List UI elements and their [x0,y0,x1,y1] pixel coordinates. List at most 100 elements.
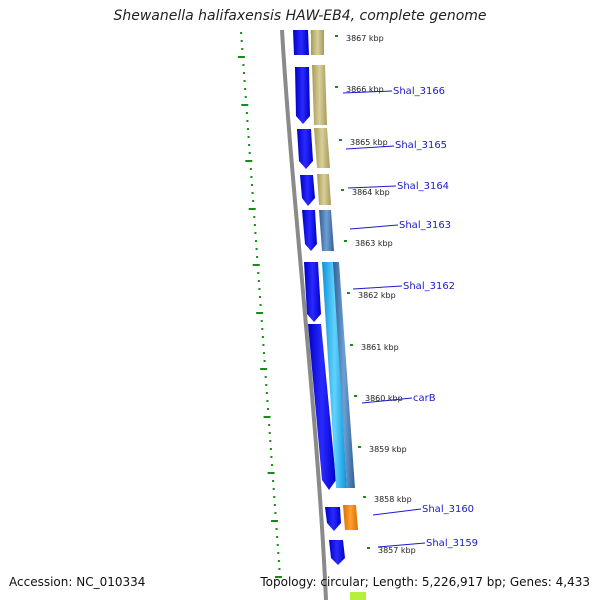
cds-arrow [293,30,309,55]
tick-mark [354,395,357,397]
tick-label: 3859 kbp [369,445,407,454]
gc-skew-dash [252,264,260,266]
tick-mark [363,496,366,498]
gc-skew-dash [245,112,248,114]
gc-skew-dash [269,440,272,442]
gene-leader-line [377,542,426,548]
gc-skew-dash [271,520,278,522]
kbp-ticks: 3867 kbp 3866 kbp 3865 kbp 3864 kbp 3863 kbp… [335,34,416,555]
tick-mark [335,86,338,88]
gc-skew-dash [251,184,253,186]
tick-label: 3863 kbp [355,239,393,248]
gene-leader-line [347,185,397,189]
gene-label[interactable]: carB [413,393,436,404]
gc-skew-dash [247,128,249,130]
cog-block-steelblue [333,262,355,488]
cog-block-tan [314,128,330,168]
gc-skew-dash [271,464,273,466]
gc-skew-dash [261,336,264,338]
gc-skew-dash [272,480,275,482]
cds-arrow [329,540,345,565]
gc-skew-dash [253,216,256,218]
tick-label: 3867 kbp [346,34,384,43]
gc-skew-track [237,32,282,578]
gene-labels: Shal_3166 Shal_3165 Shal_3164 Shal_3163 Shal… [342,86,478,549]
gc-skew-dash [272,488,275,490]
gc-skew-dash [270,456,273,458]
gene-leader-line [345,145,395,150]
cog-block-tan [311,30,324,55]
gene-label[interactable]: Shal_3160 [422,504,474,515]
tick-label: 3860 kbp [365,394,403,403]
gc-skew-dash [248,152,251,154]
gc-skew-dash [275,576,282,578]
tick-mark [358,446,361,448]
cds-arrow [295,67,310,124]
cog-block-tan [317,174,331,205]
cds-arrow [300,175,315,206]
gc-skew-dash [252,200,255,202]
tick-mark [344,240,347,242]
gc-skew-dash [241,104,249,106]
gene-leader-line [372,508,422,516]
gc-skew-dash [244,88,247,90]
cog-block-cyan [322,262,347,488]
gene-label[interactable]: Shal_3164 [397,181,449,192]
gc-skew-dash [267,472,275,474]
gc-skew-dash [255,240,257,242]
gc-skew-dash [268,432,271,434]
cog-track [311,30,366,600]
tick-label: 3862 kbp [358,291,396,300]
gc-skew-dash [262,344,265,346]
gc-skew-dash [265,392,268,394]
cds-arrow [325,507,341,531]
gene-label[interactable]: Shal_3162 [403,281,455,292]
cds-track [293,30,345,565]
gc-skew-dash [258,288,261,290]
gc-skew-dash [243,72,245,74]
tick-mark [335,35,338,37]
tick-mark [367,547,370,549]
tick-mark [347,292,350,294]
gc-skew-dash [259,296,261,298]
gc-skew-dash [248,144,251,146]
gc-skew-dash [260,368,268,370]
gc-skew-dash [265,384,268,386]
gc-skew-dash [254,232,257,234]
gc-skew-dash [260,320,263,322]
gc-skew-dash [257,272,260,274]
gc-skew-dash [273,504,276,506]
gc-skew-dash [243,80,246,82]
gc-skew-dash [267,408,269,410]
gene-label[interactable]: Shal_3166 [393,86,445,97]
accession-label: Accession: NC_010334 [9,575,146,589]
cog-block-steelblue [319,210,334,251]
gene-leader-line [352,285,403,290]
cog-block-tan [312,65,327,125]
gc-skew-dash [276,544,279,546]
gc-skew-dash [273,496,276,498]
gc-skew-dash [249,168,252,170]
tick-label: 3864 kbp [352,188,390,197]
tick-label: 3858 kbp [374,495,412,504]
gc-skew-dash [263,360,266,362]
gc-skew-dash [246,120,249,122]
gc-skew-dash [277,552,280,554]
gc-skew-dash [247,136,250,138]
gc-skew-dash [255,248,258,250]
gene-label[interactable]: Shal_3165 [395,140,447,151]
gc-skew-dash [240,32,243,34]
gc-skew-dash [276,536,279,538]
gc-skew-dash [241,48,244,50]
tick-mark [350,344,353,346]
gene-label[interactable]: Shal_3163 [399,220,451,231]
gene-leader-line [342,90,393,94]
gc-skew-dash [261,328,264,330]
tick-label: 3865 kbp [350,138,388,147]
gc-skew-dash [263,352,265,354]
gc-skew-dash [253,224,256,226]
gene-label[interactable]: Shal_3159 [426,538,478,549]
tick-mark [341,189,344,191]
gene-leader-line [361,397,413,404]
